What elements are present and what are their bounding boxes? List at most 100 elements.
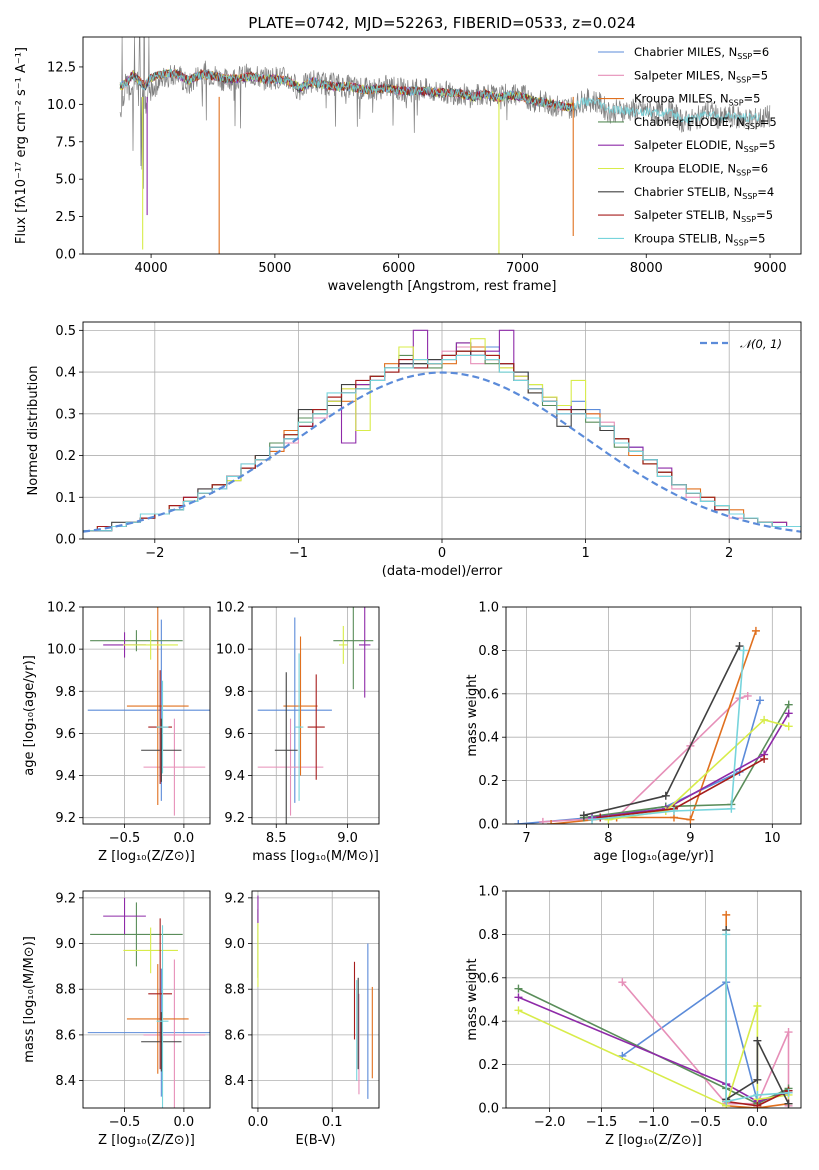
y-tick-label: 12.5: [47, 60, 76, 75]
plot-spectrum: 4000 5000 6000 7000 8000 9000 0.0 2.5 5.0 7.5 10.0…: [14, 14, 802, 294]
x-tick-label: 0.0: [248, 1115, 269, 1130]
x-tick-label: 8: [604, 831, 612, 846]
x-axis-label: mass [log₁₀(M/M⊙)]: [252, 849, 379, 864]
x-tick-label: 9000: [754, 261, 787, 276]
legend-text: Salpeter STELIB, N: [634, 208, 741, 222]
y-tick-label: 10.2: [216, 601, 245, 616]
y-tick-label: 0.5: [55, 324, 76, 339]
y-tick-label: 9.2: [55, 811, 76, 826]
mass-weight-series-line: [591, 650, 745, 821]
plot-area: [119, 37, 771, 254]
x-tick-label: −1.0: [638, 1115, 670, 1130]
y-tick-label: 9.6: [224, 727, 245, 742]
y-tick-label: 8.4: [55, 1074, 76, 1089]
x-tick-label: 8.5: [266, 831, 287, 846]
data-point-marker: [727, 804, 736, 813]
legend: Chabrier MILES, NSSP=6 Salpeter MILES, NS…: [598, 45, 777, 247]
legend-text: Kroupa ELODIE, N: [634, 162, 736, 176]
y-tick-label: 0.3: [55, 407, 76, 422]
plot-area: [252, 607, 379, 824]
x-tick-label: −1: [289, 546, 308, 561]
legend-subscript: SSP: [744, 145, 759, 154]
y-axis-label: age [log₁₀(age/yr)]: [22, 655, 37, 776]
data-point-marker: [753, 1101, 762, 1108]
axes-frame: [251, 890, 380, 1109]
plot-area: [83, 891, 210, 1108]
y-tick-label: 0.2: [55, 449, 76, 464]
legend-suffix: =5: [751, 68, 768, 82]
x-tick-label: 6000: [382, 261, 415, 276]
data-point-marker: [784, 709, 793, 718]
x-axis-label: Z [log₁₀(Z/Z⊙)]: [605, 1133, 702, 1148]
x-tick-label: 0.0: [174, 831, 195, 846]
data-point-marker: [753, 1002, 762, 1011]
y-axis-label: mass weight: [465, 958, 480, 1040]
mass-weight-series-line: [591, 712, 790, 819]
data-point-marker: [661, 791, 670, 800]
data-point-marker: [514, 984, 523, 993]
y-tick-label: 9.4: [224, 769, 245, 784]
y-tick-label: 0.4: [55, 366, 76, 381]
y-tick-label: 10.0: [47, 643, 76, 658]
y-tick-label: 0.2: [478, 774, 499, 789]
y-tick-label: 9.8: [224, 685, 245, 700]
y-tick-label: 9.8: [55, 685, 76, 700]
legend-subscript: SSP: [745, 122, 760, 131]
x-tick-label: 0: [438, 546, 446, 561]
x-axis-label: Z [log₁₀(Z/Z⊙)]: [98, 1133, 195, 1148]
x-tick-label: 2: [725, 546, 733, 561]
x-tick-label: 5000: [258, 261, 291, 276]
x-tick-label: −2.0: [534, 1115, 566, 1130]
chart-title: PLATE=0742, MJD=52263, FIBERID=0533, z=0…: [248, 14, 635, 32]
legend-entry: 𝒩(0, 1): [740, 337, 782, 351]
plot-area: [83, 322, 801, 539]
legend-subscript: SSP: [734, 238, 749, 247]
data-point-marker: [618, 978, 627, 987]
plot-mass-vs-z: −0.5 0.0 8.4 8.6 8.8 9.0 9.2 Z [log₁₀(Z/Z⊙)] mas…: [22, 890, 211, 1148]
y-tick-label: 9.2: [55, 891, 76, 906]
data-point-marker: [538, 817, 547, 824]
y-tick-label: 0.8: [478, 644, 499, 659]
y-tick-label: 9.6: [55, 727, 76, 742]
data-point-marker: [514, 993, 523, 1002]
legend-entry: Salpeter MILES, NSSP=5: [634, 68, 768, 84]
y-axis-label: Normed distribution: [26, 366, 41, 496]
y-tick-label: 10.0: [47, 98, 76, 113]
mass-weight-series-line: [518, 987, 789, 1105]
x-tick-label: 4000: [135, 261, 168, 276]
y-tick-label: 0.0: [478, 818, 499, 833]
legend-entry: Chabrier MILES, NSSP=6: [634, 45, 769, 61]
x-tick-label: −0.5: [109, 1115, 141, 1130]
data-point-marker: [753, 1036, 762, 1045]
y-tick-label: 8.8: [55, 983, 76, 998]
plot-mass-vs-ebv: 0.0 0.1 8.4 8.6 8.8 9.0 9.2 E(B-V): [224, 890, 380, 1148]
y-tick-label: 2.5: [55, 210, 76, 225]
model-spectrum-line: [119, 68, 761, 125]
x-tick-label: 0.0: [174, 1115, 195, 1130]
data-point-marker: [753, 1090, 762, 1099]
legend-entry: Kroupa STELIB, NSSP=5: [634, 231, 765, 247]
legend-subscript: SSP: [737, 52, 752, 61]
legend-suffix: =5: [760, 115, 777, 129]
y-tick-label: 0.1: [55, 491, 76, 506]
data-point-marker: [686, 815, 695, 824]
y-tick-label: 10.0: [216, 643, 245, 658]
y-tick-label: 10.2: [47, 601, 76, 616]
data-point-marker: [514, 1006, 523, 1015]
y-tick-label: 8.6: [224, 1028, 245, 1043]
data-point-marker: [784, 1099, 793, 1108]
axes-frame: [82, 36, 802, 255]
y-tick-label: 0.0: [478, 1102, 499, 1117]
data-point-marker: [579, 811, 588, 820]
legend-entry: Kroupa MILES, NSSP=5: [634, 92, 760, 108]
legend-entry: Salpeter ELODIE, NSSP=5: [634, 138, 776, 154]
y-tick-label: 9.4: [55, 769, 76, 784]
y-tick-label: 9.2: [224, 891, 245, 906]
legend-suffix: =5: [749, 231, 766, 245]
x-tick-label: 9: [686, 831, 694, 846]
y-tick-label: 8.6: [55, 1028, 76, 1043]
plot-area: [506, 607, 801, 824]
legend-subscript: SSP: [736, 169, 751, 178]
mass-weight-series-line: [583, 645, 741, 817]
